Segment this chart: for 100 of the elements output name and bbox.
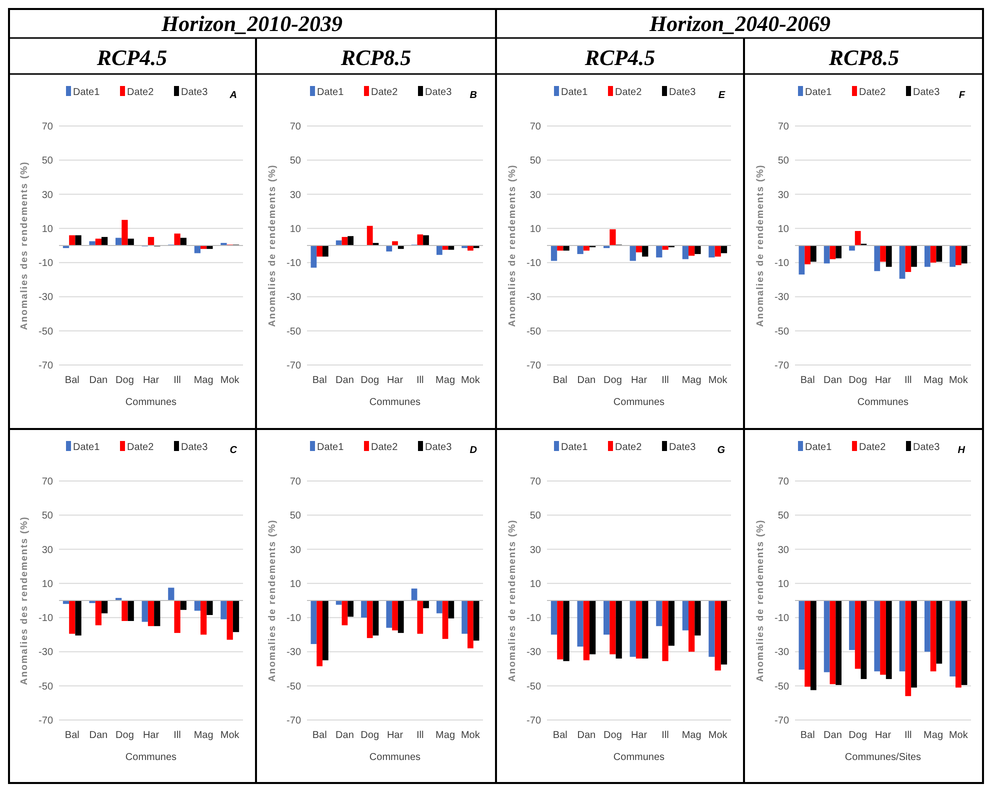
x-tick-label: Mag	[436, 730, 456, 741]
y-tick-label: 70	[290, 476, 302, 488]
x-tick-label: Dog	[116, 730, 134, 741]
chart-title: Horizon_2010-2039	[160, 11, 342, 36]
y-axis-title: Anomalies de rendements (%)	[507, 519, 518, 682]
legend-label: Date1	[805, 442, 832, 453]
x-tick-label: Mag	[436, 375, 456, 386]
y-tick-label: -70	[286, 360, 302, 372]
y-tick-label: 10	[778, 224, 790, 235]
y-axis-title: Anomalies de rendements (%)	[755, 164, 766, 327]
x-tick-label: Mok	[220, 730, 240, 741]
legend-label: Date2	[615, 442, 642, 453]
y-tick-label: 10	[42, 224, 54, 235]
x-tick-label: Dog	[116, 375, 134, 386]
y-tick-label: 50	[530, 510, 542, 522]
y-axis-title: Anomalies de rendements (%)	[507, 164, 518, 327]
x-tick-label: Bal	[312, 375, 327, 386]
y-tick-label: -70	[38, 360, 54, 372]
y-axis-title: Anomalies de rendements (%)	[267, 164, 278, 327]
y-tick-label: -50	[38, 681, 54, 692]
chart-subtitle: RCP4.5	[96, 45, 168, 70]
x-axis-title: Communes/Sites	[844, 752, 922, 763]
x-tick-label: Dan	[577, 730, 596, 741]
y-tick-label: -10	[286, 258, 302, 270]
x-tick-label: Mok	[220, 375, 240, 386]
y-tick-label: 50	[42, 510, 54, 522]
chart-subtitle: RCP8.5	[828, 45, 900, 70]
y-tick-label: -30	[774, 647, 790, 658]
y-tick-label: -50	[526, 681, 542, 692]
x-tick-label: Mok	[708, 730, 728, 741]
x-tick-label: Bal	[800, 375, 815, 386]
legend-label: Date1	[73, 87, 100, 98]
y-tick-label: 70	[778, 122, 790, 132]
y-tick-label: 70	[42, 122, 54, 132]
y-tick-label: -30	[286, 292, 302, 304]
legend-label: Date3	[425, 442, 452, 453]
x-tick-label: Bal	[552, 375, 568, 386]
y-tick-label: -50	[38, 326, 54, 338]
x-tick-label: Ill	[174, 375, 181, 386]
y-tick-label: -10	[774, 258, 790, 270]
y-tick-label: -30	[774, 292, 790, 304]
legend-label: Date2	[859, 442, 886, 453]
y-tick-label: -30	[286, 647, 302, 658]
legend-label: Date1	[317, 87, 344, 98]
legend-label: Date1	[805, 87, 832, 98]
legend-label: Date3	[181, 442, 208, 453]
x-tick-label: Ill	[662, 730, 669, 741]
legend-label: Date1	[561, 442, 588, 453]
x-tick-label: Dog	[360, 375, 380, 386]
x-tick-label: Bal	[552, 730, 568, 741]
legend-label: Date1	[561, 87, 588, 98]
text: G	[717, 445, 726, 456]
y-tick-label: 10	[290, 224, 302, 235]
y-axis-title: Anomalies de rendements (%)	[267, 519, 278, 682]
text: A	[228, 90, 237, 101]
x-tick-label: Dan	[824, 730, 842, 741]
x-tick-label: Mag	[682, 375, 702, 386]
y-tick-label: 50	[290, 510, 302, 522]
y-tick-label: 50	[42, 156, 54, 167]
y-axis-title: Anomalies de rendements (%)	[755, 519, 766, 682]
y-tick-label: 10	[42, 578, 54, 590]
x-axis-title: Communes	[125, 752, 177, 763]
legend-label: Date2	[127, 87, 154, 98]
y-tick-label: -70	[526, 716, 542, 726]
y-tick-label: -10	[774, 613, 790, 624]
y-tick-label: 30	[42, 190, 54, 201]
legend-label: Date2	[859, 87, 886, 98]
x-tick-label: Dog	[360, 730, 380, 741]
x-tick-label: Har	[142, 730, 160, 741]
legend-label: Date1	[317, 442, 344, 453]
y-tick-label: 30	[778, 190, 790, 201]
x-tick-label: Dog	[848, 730, 868, 741]
text: H	[958, 445, 966, 456]
legend-label: Date3	[669, 442, 696, 453]
text: D	[470, 445, 477, 456]
x-tick-label: Mag	[194, 375, 214, 386]
x-tick-label: Dog	[604, 375, 622, 386]
y-tick-label: 30	[290, 544, 302, 556]
x-axis-title: Communes	[613, 397, 665, 408]
x-tick-label: Har	[386, 730, 404, 741]
y-tick-label: -30	[526, 647, 542, 658]
x-tick-label: Mok	[948, 730, 969, 741]
legend-label: Date1	[73, 442, 100, 453]
x-tick-label: Har	[874, 375, 892, 386]
chart-subtitle: RCP4.5	[584, 45, 656, 70]
x-tick-label: Bal	[312, 730, 327, 741]
y-tick-label: 10	[530, 224, 542, 235]
x-tick-label: Dan	[577, 375, 596, 386]
y-tick-label: 30	[778, 544, 790, 556]
y-tick-label: -70	[38, 716, 54, 726]
text: E	[718, 90, 726, 101]
y-tick-label: -70	[286, 716, 302, 726]
x-tick-label: Har	[874, 730, 892, 741]
x-axis-title: Communes	[857, 397, 909, 408]
legend-label: Date3	[425, 87, 452, 98]
x-tick-label: Dan	[89, 375, 108, 386]
x-tick-label: Har	[142, 375, 160, 386]
y-tick-label: 30	[42, 544, 54, 556]
y-tick-label: 70	[778, 476, 790, 488]
x-tick-label: Har	[386, 375, 404, 386]
